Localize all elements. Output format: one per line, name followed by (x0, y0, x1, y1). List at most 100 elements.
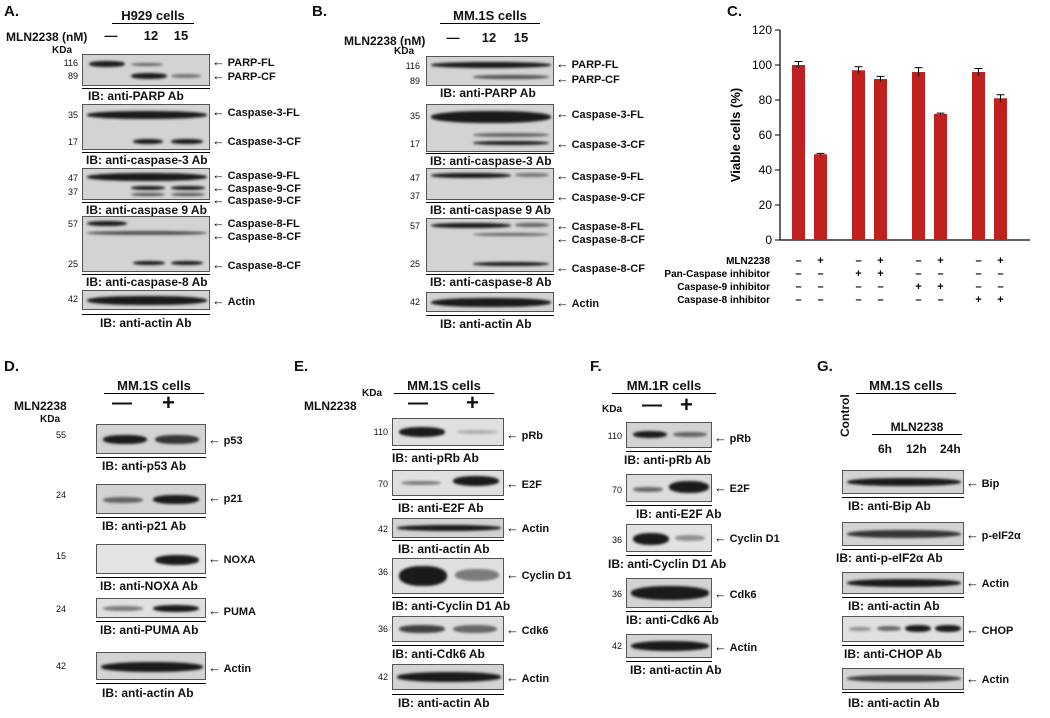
y-tick-label: 100 (752, 58, 772, 72)
condition-label: Caspase-9 inhibitor (677, 282, 770, 293)
cell-line-label: MM.1S cells (856, 378, 956, 394)
western-blot (82, 104, 210, 150)
time-label: 12h (906, 442, 927, 456)
ib-label: IB: anti-PARP Ab (440, 86, 536, 100)
ib-label: IB: anti-Cyclin D1 Ab (392, 599, 511, 613)
condition-sign: – (997, 268, 1003, 280)
band-arrow: Actin (212, 293, 256, 308)
condition-sign: + (817, 255, 823, 267)
bar (874, 79, 887, 240)
lane-plus: + (466, 390, 479, 415)
western-blot (842, 572, 964, 594)
band-arrow: Caspase-9-FL (556, 168, 644, 183)
condition-sign: – (855, 281, 861, 293)
condition-sign: – (937, 268, 943, 280)
ib-label: IB: anti-Cyclin D1 Ab (608, 557, 727, 571)
band-arrow: Bip (966, 475, 1000, 490)
bar (852, 70, 865, 240)
condition-sign: + (997, 255, 1003, 267)
cell-line-label: H929 cells (112, 8, 194, 24)
panel-label-f: F. (590, 358, 602, 375)
mw-marker: 25 (409, 259, 420, 269)
condition-sign: – (795, 281, 801, 293)
ib-label: IB: anti-actin Ab (398, 542, 490, 556)
mw-marker: 36 (377, 567, 388, 577)
bar (912, 72, 925, 240)
lane-minus: — (112, 392, 132, 414)
panel-label-c: C. (727, 3, 742, 20)
band-arrow: Caspase-9-FL (212, 167, 300, 182)
band-arrow: PARP-CF (556, 71, 620, 86)
western-blot (426, 168, 554, 200)
band-arrow: PARP-FL (556, 56, 619, 71)
condition-sign: – (915, 255, 921, 267)
lane-label: 12 (143, 28, 159, 43)
mw-marker: 36 (611, 535, 622, 545)
condition-sign: – (915, 294, 921, 306)
band-arrow: Actin (556, 295, 600, 310)
band-arrow: Cyclin D1 (506, 567, 572, 582)
kda-label: KDa (362, 388, 383, 399)
band-arrow: Caspase-3-FL (556, 106, 644, 121)
kda-label: KDa (52, 45, 73, 56)
mw-marker: 37 (409, 191, 420, 201)
mw-marker: 110 (373, 427, 388, 437)
condition-label: Caspase-8 inhibitor (677, 295, 770, 306)
ib-label: IB: anti-actin Ab (848, 696, 940, 710)
condition-sign: + (877, 268, 883, 280)
ib-label: IB: anti-Bip Ab (848, 499, 931, 513)
condition-sign: – (915, 268, 921, 280)
western-blot (842, 668, 964, 690)
western-blot (626, 634, 712, 658)
mw-marker: 42 (409, 297, 420, 307)
western-blot (82, 54, 210, 86)
ib-label: IB: anti-actin Ab (102, 686, 194, 700)
kda-label: KDa (394, 46, 415, 57)
mw-marker: 24 (55, 604, 66, 614)
western-blot (82, 216, 210, 272)
ib-label: IB: anti-E2F Ab (636, 507, 722, 521)
panel-label-b: B. (312, 3, 327, 20)
ib-label: IB: anti-p21 Ab (102, 519, 187, 533)
condition-label: MLN2238 (726, 256, 770, 267)
western-blot (392, 558, 504, 594)
band-arrow: CHOP (966, 622, 1014, 637)
mw-marker: 25 (67, 259, 78, 269)
band-arrow: Caspase-8-CF (556, 260, 645, 275)
western-blot (426, 56, 554, 86)
band-arrow: Caspase-8-CF (212, 228, 301, 243)
western-blot (426, 218, 554, 272)
western-blot (96, 598, 206, 618)
ib-label: IB: anti-Cdk6 Ab (626, 613, 719, 627)
bar (792, 65, 805, 240)
condition-sign: + (855, 268, 861, 280)
lane-label: — (104, 28, 118, 43)
band-arrow: Cdk6 (506, 622, 549, 637)
mw-marker: 89 (67, 71, 78, 81)
mw-marker: 70 (377, 479, 388, 489)
western-blot (96, 652, 206, 680)
band-arrow: Actin (208, 660, 252, 675)
mw-marker: 35 (409, 111, 420, 121)
condition-sign: – (817, 281, 823, 293)
ib-label: IB: anti-CHOP Ab (844, 647, 942, 661)
band-arrow: Caspase-8-FL (212, 215, 300, 230)
mw-marker: 15 (55, 551, 66, 561)
mw-marker: 42 (377, 524, 388, 534)
condition-label: Pan-Caspase inhibitor (664, 269, 770, 280)
treatment-label: MLN2238 (nM) (6, 30, 88, 44)
ib-label: IB: anti-p-eIF2α Ab (836, 551, 943, 565)
band-arrow: Caspase-8-CF (212, 257, 301, 272)
band-arrow: p21 (208, 490, 243, 505)
ib-label: IB: anti-p53 Ab (102, 459, 187, 473)
condition-sign: – (855, 294, 861, 306)
lane-plus: + (162, 390, 175, 415)
treatment-label: MLN2238 (304, 399, 357, 413)
kda-label: KDa (40, 414, 61, 425)
condition-sign: + (937, 281, 943, 293)
band-arrow: NOXA (208, 551, 256, 566)
mw-marker: 17 (409, 139, 420, 149)
lane-plus: + (680, 392, 693, 417)
band-arrow: Caspase-9-CF (556, 189, 645, 204)
time-label: 24h (940, 442, 961, 456)
